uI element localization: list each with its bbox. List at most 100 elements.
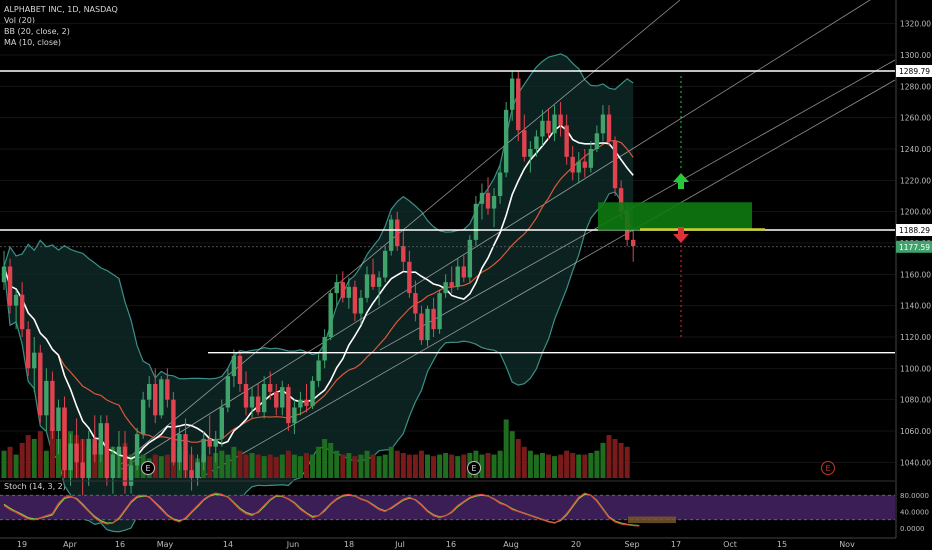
candle-body — [68, 443, 73, 471]
candle-body — [140, 399, 146, 435]
volume-bar — [49, 427, 55, 478]
volume-bar — [546, 454, 551, 478]
volume-bar — [552, 456, 558, 478]
volume-bar — [358, 454, 364, 478]
candle-body — [340, 282, 345, 298]
candle-body — [225, 376, 231, 408]
candle-body — [497, 172, 503, 196]
stoch-k-line — [3, 492, 640, 527]
earnings-marker: E — [141, 461, 155, 475]
candle-body — [189, 470, 194, 478]
candle-body — [322, 337, 327, 361]
candle-body — [237, 355, 243, 384]
candle-body — [401, 246, 406, 262]
volume-bar — [376, 456, 382, 478]
price-tick-label: 1140.00 — [900, 302, 931, 311]
price-tick-label: 1300.00 — [900, 51, 931, 60]
volume-bar — [225, 454, 231, 478]
volume-bar — [328, 442, 334, 478]
volume-bar — [388, 446, 394, 478]
volume-bar — [310, 454, 316, 478]
volume-bar — [485, 453, 491, 478]
price-tick-label: 1160.00 — [900, 270, 931, 279]
time-tick-label: 14 — [223, 540, 233, 549]
candle-body — [546, 120, 551, 134]
candle-body — [376, 277, 382, 287]
candle-body — [600, 114, 606, 134]
candle-body — [413, 293, 418, 314]
candle-body — [32, 352, 37, 369]
channel-line — [199, 79, 896, 479]
price-tick-label: 1040.00 — [900, 458, 931, 467]
time-tick-label: 18 — [344, 540, 354, 549]
price-label: 1289.79 — [899, 67, 930, 76]
candle-body — [219, 407, 224, 439]
candle-body — [261, 384, 267, 413]
candle-body — [207, 438, 212, 447]
earnings-icon — [821, 461, 835, 475]
candle-body — [449, 282, 454, 287]
candle-body — [395, 219, 400, 247]
candle-body — [134, 434, 140, 466]
target-zone — [598, 202, 752, 231]
stoch-band — [0, 495, 895, 520]
time-tick-label: 19 — [17, 540, 27, 549]
candle-body — [516, 78, 521, 131]
candle-body — [56, 407, 61, 431]
candle-body — [274, 391, 279, 408]
volume-bar — [382, 454, 388, 478]
candle-body — [280, 387, 285, 408]
earnings-icon — [141, 461, 155, 475]
candle-body — [92, 438, 97, 455]
volume-bar — [455, 456, 461, 478]
price-tick-label: 1220.00 — [900, 176, 931, 185]
volume-bar — [7, 446, 13, 478]
candle-body — [522, 130, 527, 157]
candle-body — [419, 313, 424, 341]
price-label-box — [896, 224, 932, 237]
candle-body — [503, 109, 509, 173]
volume-bar — [13, 454, 19, 478]
candle-body — [582, 161, 587, 168]
volume-bar — [334, 450, 340, 478]
volume-bar — [340, 454, 346, 478]
candle-body — [540, 120, 545, 137]
candle-body — [618, 188, 624, 212]
volume-bar — [285, 450, 291, 478]
candle-body — [50, 380, 55, 431]
candle-body — [552, 114, 557, 134]
volume-bar — [43, 450, 49, 478]
volume-bar — [31, 439, 37, 478]
candle-body — [243, 384, 249, 408]
volume-bar — [273, 456, 279, 478]
candle-body — [431, 308, 436, 330]
volume-bar — [503, 419, 509, 478]
price-tick-label: 1260.00 — [900, 114, 931, 123]
candle-body — [159, 379, 164, 416]
volume-bar — [394, 450, 400, 478]
candle-body — [7, 266, 13, 306]
volume-bar — [1, 450, 7, 478]
candle-body — [352, 286, 358, 314]
price-tick-label: 1080.00 — [900, 396, 931, 405]
volume-bar — [25, 435, 31, 478]
volume-bar — [431, 456, 437, 478]
volume-bar — [558, 454, 564, 478]
candle-body — [612, 141, 618, 189]
volume-bar — [237, 450, 243, 478]
volume-bar — [461, 454, 467, 478]
volume-bar — [612, 439, 618, 478]
price-tick-label: 1060.00 — [900, 427, 931, 436]
volume-bar — [527, 450, 533, 478]
candle-body — [147, 384, 152, 400]
candle-body — [116, 446, 122, 455]
volume-bar — [449, 454, 455, 478]
candle-body — [425, 308, 430, 341]
candle-body — [528, 149, 533, 157]
volume-bar — [624, 446, 630, 478]
candle-body — [443, 282, 448, 294]
candle-body — [310, 380, 315, 406]
time-tick-label: Aug — [503, 540, 519, 549]
candle-body — [165, 379, 170, 400]
